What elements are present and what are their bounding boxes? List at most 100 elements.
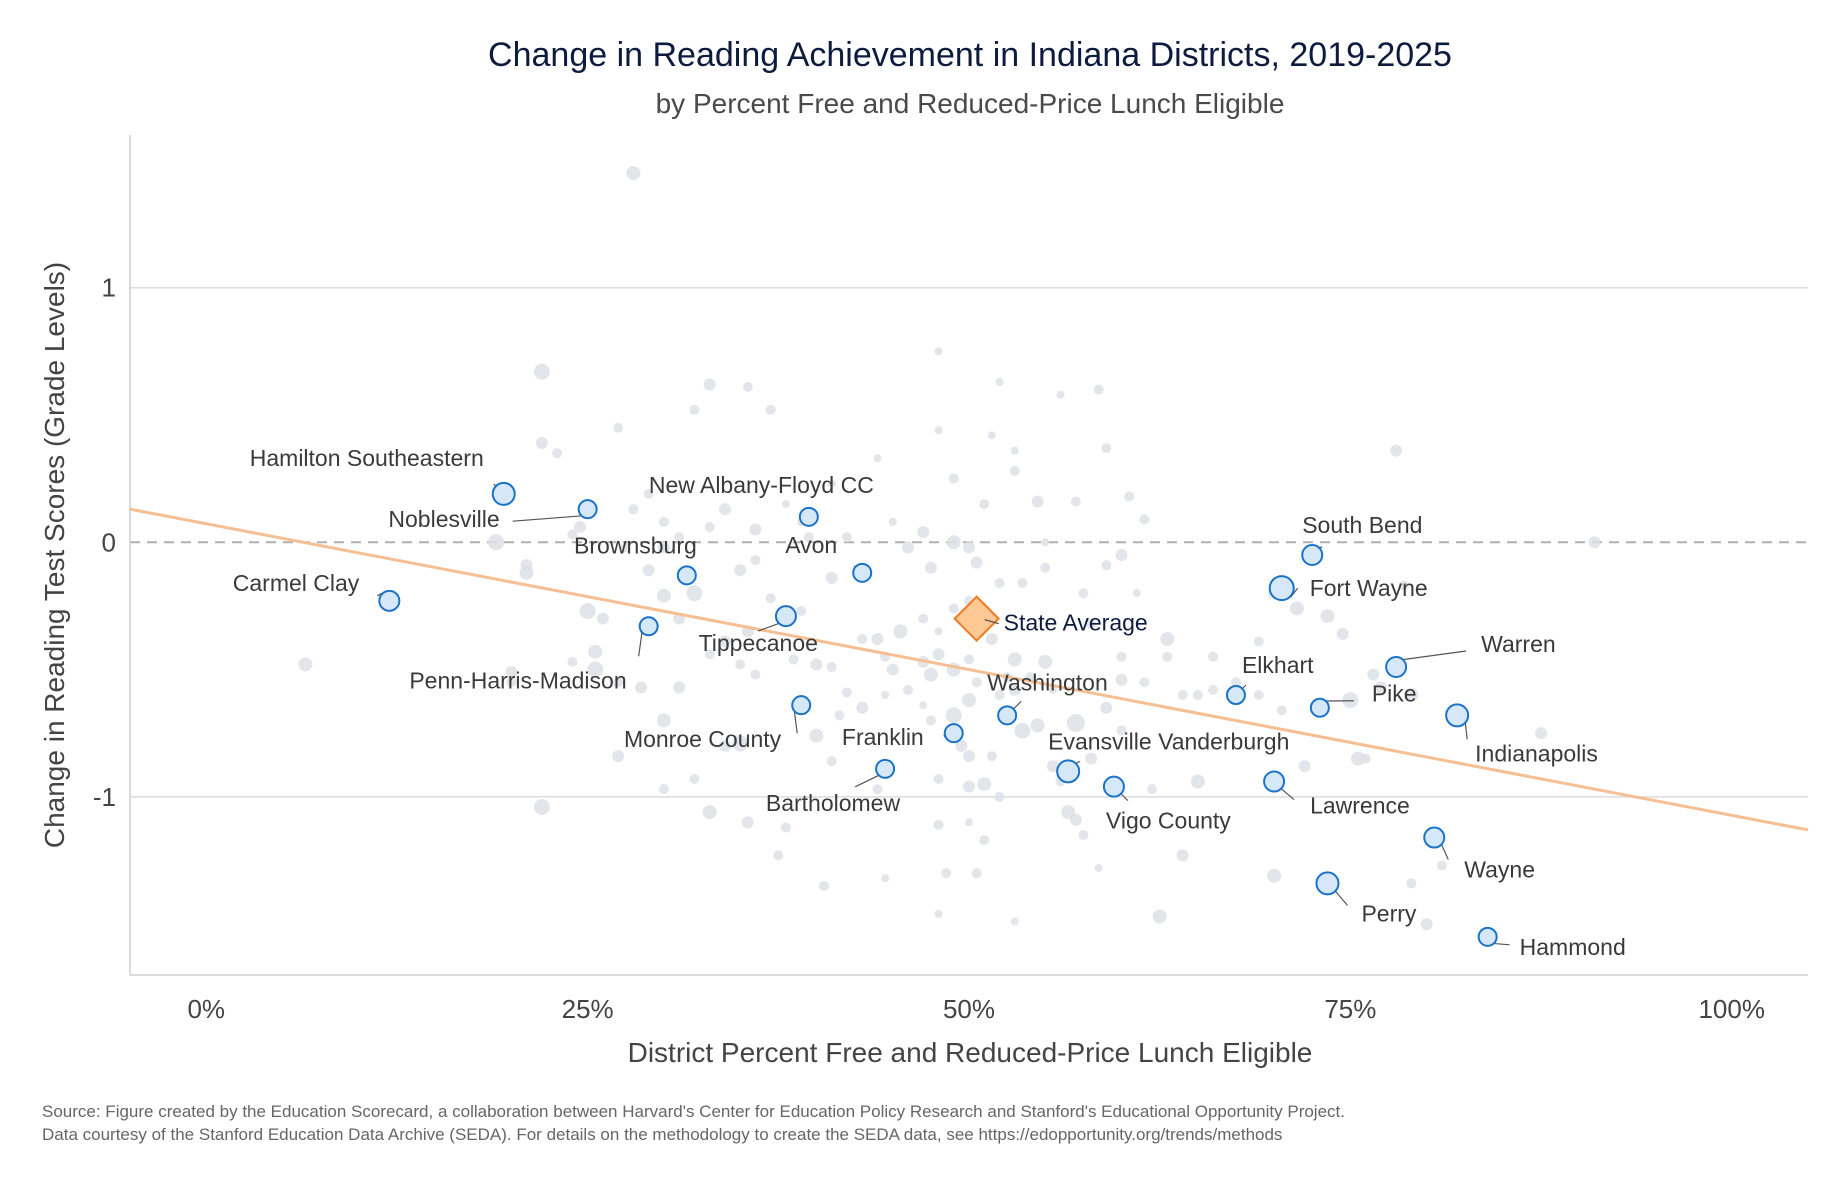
- leader-hammond: [1494, 942, 1510, 946]
- district-point-79: [718, 739, 731, 752]
- district-point-193: [567, 656, 578, 667]
- district-point-85: [533, 799, 550, 815]
- district-point-5: [995, 377, 1004, 386]
- district-point-62: [628, 504, 639, 515]
- district-point-132: [1336, 627, 1349, 640]
- district-point-192: [506, 677, 517, 688]
- district-point-182: [825, 571, 838, 584]
- leader-perry: [1335, 891, 1348, 906]
- district-point-56: [635, 681, 648, 694]
- district-point-37: [970, 556, 983, 569]
- district-point-4: [934, 347, 943, 356]
- district-point-33: [946, 535, 961, 550]
- district-point-fort-wayne: [1268, 575, 1295, 602]
- source-note-line-1: Source: Figure created by the Education …: [42, 1102, 1345, 1121]
- y-tick-label-0: 1: [102, 273, 116, 303]
- district-point-55: [613, 677, 624, 688]
- district-point-140: [1535, 727, 1548, 740]
- district-point-29: [749, 523, 762, 536]
- label-leader-lines: [377, 483, 1510, 946]
- district-point-117: [1066, 714, 1085, 732]
- district-point-196: [750, 669, 761, 680]
- district-point-189: [620, 542, 631, 553]
- district-point-84: [702, 805, 717, 820]
- district-label-perry: Perry: [1361, 900, 1416, 926]
- leader-elkhart: [1242, 684, 1247, 689]
- district-point-109: [977, 777, 992, 792]
- district-point-21: [1031, 495, 1044, 508]
- district-point-22: [1070, 496, 1081, 507]
- district-point-158: [902, 684, 913, 695]
- district-point-41: [1041, 538, 1050, 547]
- district-label-hamilton-southeastern: Hamilton Southeastern: [250, 445, 484, 471]
- y-axis-title: Change in Reading Test Scores (Grade Lev…: [39, 262, 70, 848]
- district-point-75: [856, 701, 869, 714]
- district-point-139: [1436, 860, 1447, 871]
- district-point-126: [1230, 677, 1241, 688]
- district-label-franklin: Franklin: [842, 724, 924, 750]
- district-point-63: [643, 488, 654, 499]
- district-point-0: [626, 166, 641, 181]
- district-point-131: [1320, 609, 1335, 624]
- district-point-7: [1093, 384, 1104, 395]
- district-point-washington: [997, 705, 1018, 726]
- district-point-77: [826, 756, 837, 767]
- district-point-pike: [1309, 697, 1330, 718]
- district-point-145: [1094, 864, 1103, 873]
- district-point-45: [1132, 589, 1141, 598]
- y-tick-label-2: -1: [93, 782, 116, 812]
- district-point-105: [962, 693, 976, 708]
- leader-penn-harris-madison: [638, 632, 643, 657]
- district-point-127: [1253, 636, 1264, 647]
- district-label-tippecanoe: Tippecanoe: [699, 630, 818, 656]
- district-point-138: [1420, 918, 1433, 931]
- district-point-186: [718, 503, 731, 516]
- district-point-122: [1177, 690, 1188, 700]
- district-point-155: [933, 774, 944, 784]
- district-point-123: [1160, 632, 1175, 646]
- district-point-103: [1008, 683, 1021, 696]
- gridlines: [130, 286, 1808, 798]
- district-point-71: [826, 662, 837, 672]
- district-point-166: [1253, 690, 1264, 700]
- district-point-156: [963, 780, 975, 793]
- district-point-90: [872, 784, 883, 795]
- district-point-94: [886, 663, 899, 676]
- district-point-82: [658, 784, 669, 795]
- district-point-16: [1390, 444, 1403, 457]
- district-point-154: [986, 751, 997, 762]
- y-tick-label-1: 0: [102, 527, 116, 557]
- district-point-111: [1030, 718, 1045, 733]
- district-point-15: [873, 454, 882, 463]
- district-point-72: [788, 654, 799, 665]
- district-point-evansville-vanderburgh: [1056, 759, 1081, 784]
- district-point-181: [857, 634, 868, 644]
- district-point-8: [613, 422, 624, 433]
- district-point-104: [994, 690, 1005, 700]
- district-point-53: [505, 666, 518, 679]
- district-point-24: [1139, 514, 1150, 525]
- district-point-tippecanoe: [774, 605, 797, 628]
- district-point-54: [298, 657, 313, 672]
- district-point-190: [574, 521, 587, 533]
- district-label-avon: Avon: [785, 532, 837, 558]
- district-point-franklin: [943, 723, 964, 744]
- chart-subtitle: by Percent Free and Reduced-Price Lunch …: [656, 88, 1285, 119]
- district-point-1: [533, 363, 550, 380]
- district-point-177: [918, 613, 929, 624]
- district-point-144: [1152, 909, 1167, 924]
- district-point-48: [520, 559, 533, 572]
- district-point-185: [734, 564, 747, 577]
- district-point-88: [780, 822, 791, 833]
- district-point-51: [588, 644, 603, 659]
- district-point-160: [919, 701, 928, 710]
- source-note-line-2: Data courtesy of the Stanford Education …: [42, 1125, 1282, 1144]
- district-point-14: [1101, 443, 1112, 454]
- district-point-70: [810, 658, 823, 671]
- x-tick-label-4: 100%: [1698, 994, 1765, 1024]
- district-point-101: [985, 633, 998, 645]
- leader-evansville-vanderburgh: [1076, 760, 1081, 764]
- district-point-49: [579, 603, 596, 619]
- district-point-carmel-clay: [378, 589, 401, 612]
- district-point-65: [674, 532, 685, 543]
